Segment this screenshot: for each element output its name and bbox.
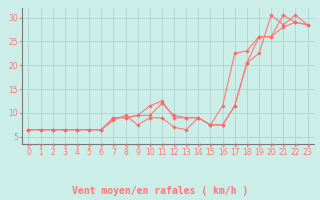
Text: Vent moyen/en rafales ( km/h ): Vent moyen/en rafales ( km/h ) <box>72 186 248 196</box>
